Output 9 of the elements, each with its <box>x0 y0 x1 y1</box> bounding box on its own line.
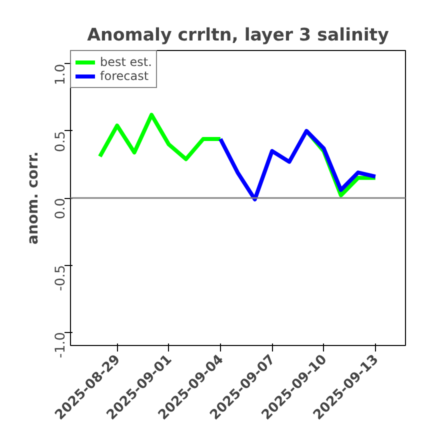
y-tick-label: 0.5 <box>54 130 68 152</box>
y-tick-label: -1.0 <box>54 332 68 358</box>
chart-title: Anomaly crrltn, layer 3 salinity <box>87 26 389 46</box>
legend-label: best est. <box>100 55 152 69</box>
legend-label: forecast <box>100 69 149 83</box>
y-tick-label: -0.5 <box>54 265 68 292</box>
y-tick-label: 0.0 <box>54 198 68 220</box>
y-tick-label: 1.0 <box>54 64 68 86</box>
y-axis-title: anom. corr. <box>24 151 42 245</box>
